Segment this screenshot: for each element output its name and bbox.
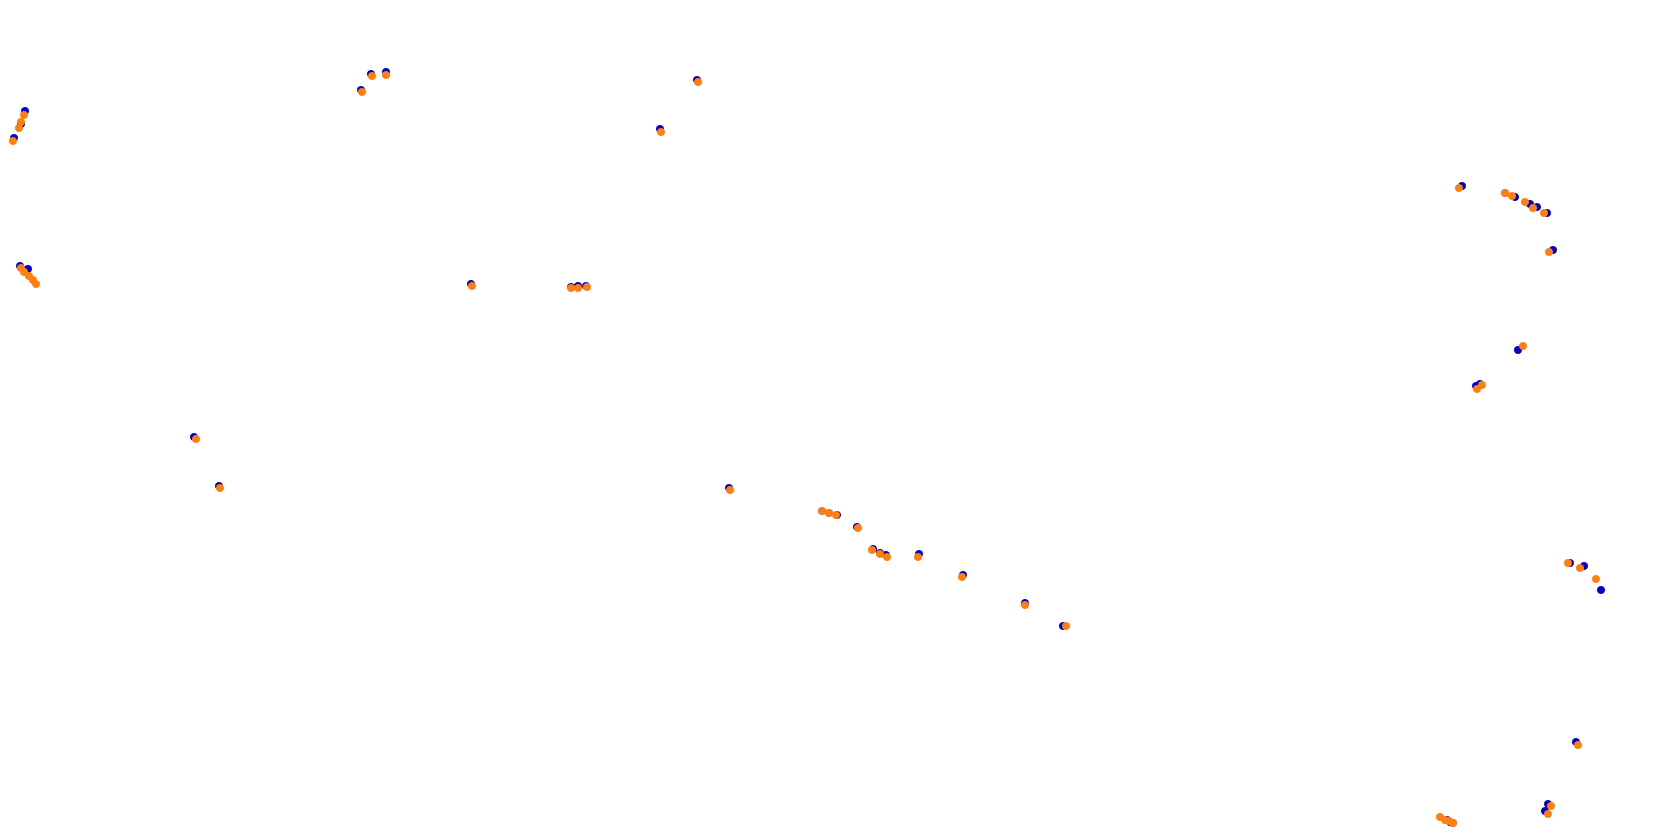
data-point-1-17 [1508, 192, 1516, 200]
data-point-1-47 [358, 88, 366, 96]
data-point-1-30 [818, 507, 826, 515]
data-point-1-28 [832, 511, 840, 519]
data-point-1-45 [17, 118, 25, 126]
data-point-1-25 [876, 550, 884, 558]
data-point-1-8 [1576, 564, 1584, 572]
data-point-1-41 [574, 284, 582, 292]
data-point-1-18 [1501, 189, 1509, 197]
data-point-1-22 [958, 573, 966, 581]
data-point-1-32 [216, 484, 224, 492]
data-point-1-12 [1519, 342, 1527, 350]
data-point-1-29 [825, 509, 833, 517]
data-point-1-15 [1529, 204, 1537, 212]
data-point-1-3 [1449, 819, 1457, 827]
data-point-1-20 [1062, 622, 1070, 630]
data-point-1-23 [914, 553, 922, 561]
data-point-1-50 [657, 128, 665, 136]
series-layer [9, 68, 1605, 827]
data-point-1-11 [1478, 381, 1486, 389]
data-point-1-51 [694, 78, 702, 86]
data-point-1-13 [1545, 248, 1553, 256]
data-point-1-40 [567, 284, 575, 292]
data-point-1-26 [868, 546, 876, 554]
data-point-1-27 [854, 524, 862, 532]
data-point-1-19 [1455, 184, 1463, 192]
data-point-1-39 [468, 282, 476, 290]
data-point-1-46 [20, 111, 28, 119]
data-point-1-49 [382, 71, 390, 79]
data-point-1-7 [1592, 575, 1600, 583]
data-point-1-9 [1564, 559, 1572, 567]
data-point-1-48 [368, 72, 376, 80]
data-point-1-33 [192, 435, 200, 443]
data-point-1-31 [726, 486, 734, 494]
data-point-1-6 [1574, 741, 1582, 749]
data-point-1-21 [1021, 601, 1029, 609]
data-point-1-24 [883, 553, 891, 561]
data-point-1-16 [1521, 198, 1529, 206]
data-point-1-42 [583, 283, 591, 291]
series-1 [9, 71, 1600, 827]
data-point-1-14 [1540, 209, 1548, 217]
data-point-0-6 [1597, 586, 1605, 594]
data-point-1-43 [9, 137, 17, 145]
data-point-1-5 [1547, 802, 1555, 810]
data-point-1-4 [1544, 810, 1552, 818]
data-point-1-38 [17, 264, 25, 272]
